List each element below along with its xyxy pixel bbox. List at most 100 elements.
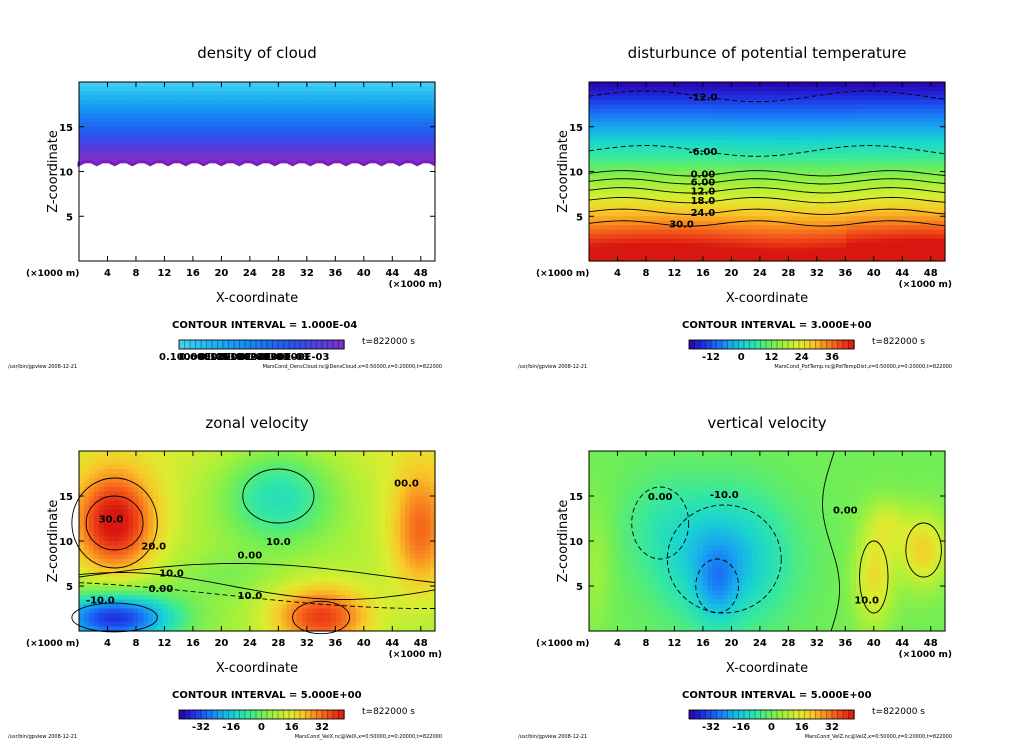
colorbar-label: 0.10000E-05 [159, 352, 229, 363]
x-tick-label: 8 [642, 638, 649, 649]
colorbar-cell [255, 709, 263, 720]
colorbar-label: 0.24000E-03 [239, 352, 309, 363]
colorbar-cell [743, 339, 751, 350]
contour-label: 30.0 [669, 219, 694, 230]
contour-label: 0.00 [691, 169, 716, 180]
colorbar-cell [272, 339, 279, 350]
colorbar-cell [815, 339, 822, 350]
colorbar-label: -12 [702, 352, 720, 363]
y-tick-label: 15 [59, 123, 73, 134]
colorbar-cell [233, 339, 241, 350]
x-tick-label: 36 [838, 638, 852, 649]
x-tick-label: 8 [132, 268, 139, 279]
contour-label: 10.0 [238, 591, 263, 602]
colorbar [178, 339, 345, 350]
contour-label: 0.00 [149, 584, 174, 595]
x-tick-label: 36 [328, 268, 342, 279]
colorbar-cell [266, 709, 274, 720]
colorbar-cell [749, 709, 756, 720]
colorbar-cell [244, 709, 252, 720]
x-tick-label: 28 [271, 638, 285, 649]
colorbar-label: 0 [768, 722, 775, 733]
y-axis-label: Z-coordinate [46, 130, 61, 213]
colorbar-cell [754, 709, 762, 720]
colorbar-cell [760, 339, 767, 350]
colorbar-cell [721, 339, 729, 350]
colorbar-cell [211, 339, 219, 350]
colorbar-cell [710, 709, 718, 720]
x-tick-label: 28 [271, 268, 285, 279]
colorbar-cell [837, 339, 844, 350]
colorbar-cell [316, 339, 323, 350]
colorbar-label: 32 [825, 722, 839, 733]
contour-label: 10.0 [854, 596, 879, 607]
colorbar-cell [798, 709, 806, 720]
x-tick-label: 36 [328, 638, 342, 649]
colorbar-cell [771, 339, 778, 350]
x-tick-label: 24 [753, 638, 767, 649]
colorbar-cell [793, 339, 800, 350]
colorbar-frame [178, 339, 345, 350]
colorbar-cell [222, 339, 230, 350]
contour-label: 12.0 [691, 186, 716, 197]
cloud-base [77, 160, 436, 168]
colorbar-label: 16 [795, 722, 809, 733]
colorbar-frame [688, 709, 855, 720]
colorbar [688, 709, 855, 720]
colorbar-cell [195, 339, 202, 350]
x-tick-label: 20 [724, 638, 738, 649]
x-tick-label: 16 [186, 268, 200, 279]
heatmap-field [589, 451, 946, 632]
x-tick-label: 16 [186, 638, 200, 649]
footer-right: MarsCond_VelX.nc@VelX,x=0:50000,z=0:2000… [295, 734, 442, 740]
x-tick-label: 28 [781, 268, 795, 279]
contour-label: 18.0 [691, 196, 716, 207]
colorbar-cell [200, 709, 208, 720]
x-tick-label: 12 [667, 638, 681, 649]
colorbar-label: 36 [825, 352, 839, 363]
x-tick-label: 32 [810, 638, 824, 649]
colorbar-cell [178, 709, 186, 720]
x-tick-label: 44 [895, 638, 909, 649]
y-unit-label: (×1000 m) [26, 639, 79, 649]
footer-left: /usr/bin/gpview 2008-12-21 [518, 364, 587, 370]
x-tick-label: 20 [214, 638, 228, 649]
x-tick-label: 20 [214, 268, 228, 279]
colorbar-cell [277, 339, 285, 350]
colorbar-cell [826, 339, 833, 350]
colorbar-cell [277, 709, 285, 720]
y-tick-label: 10 [569, 537, 583, 548]
colorbar-cell [831, 339, 839, 350]
colorbar-cell [222, 709, 230, 720]
colorbar-cell [809, 709, 817, 720]
colorbar-cell [288, 339, 296, 350]
x-tick-label: 8 [642, 268, 649, 279]
colorbar-cell [211, 709, 219, 720]
colorbar-label: 0.18000E-03 [219, 352, 289, 363]
footer-left: /usr/bin/gpview 2008-12-21 [8, 364, 77, 370]
x-tick-label: 48 [924, 638, 938, 649]
colorbar-label: 0 [738, 352, 745, 363]
x-tick-label: 4 [104, 268, 111, 279]
x-tick-label: 16 [696, 638, 710, 649]
colorbar-label: 0.12000E-03 [199, 352, 269, 363]
colorbar-cell [705, 339, 712, 350]
heatmap-field [589, 82, 946, 262]
x-tick-label: 44 [385, 638, 399, 649]
contour-label: -10.0 [86, 596, 115, 607]
colorbar-cell [244, 339, 252, 350]
colorbar-cell [787, 339, 795, 350]
x-tick-label: 4 [614, 638, 621, 649]
time-label: t=822000 s [872, 707, 925, 717]
contour-interval: CONTOUR INTERVAL = 1.000E-04 [172, 320, 357, 331]
colorbar-cell [688, 709, 696, 720]
colorbar-cell [255, 339, 263, 350]
colorbar-cell [327, 339, 334, 350]
contour-label: 0.00 [648, 492, 673, 503]
x-tick-label: 40 [357, 268, 371, 279]
x-tick-label: 12 [157, 638, 171, 649]
colorbar-cell [250, 709, 257, 720]
colorbar-cell [294, 339, 301, 350]
